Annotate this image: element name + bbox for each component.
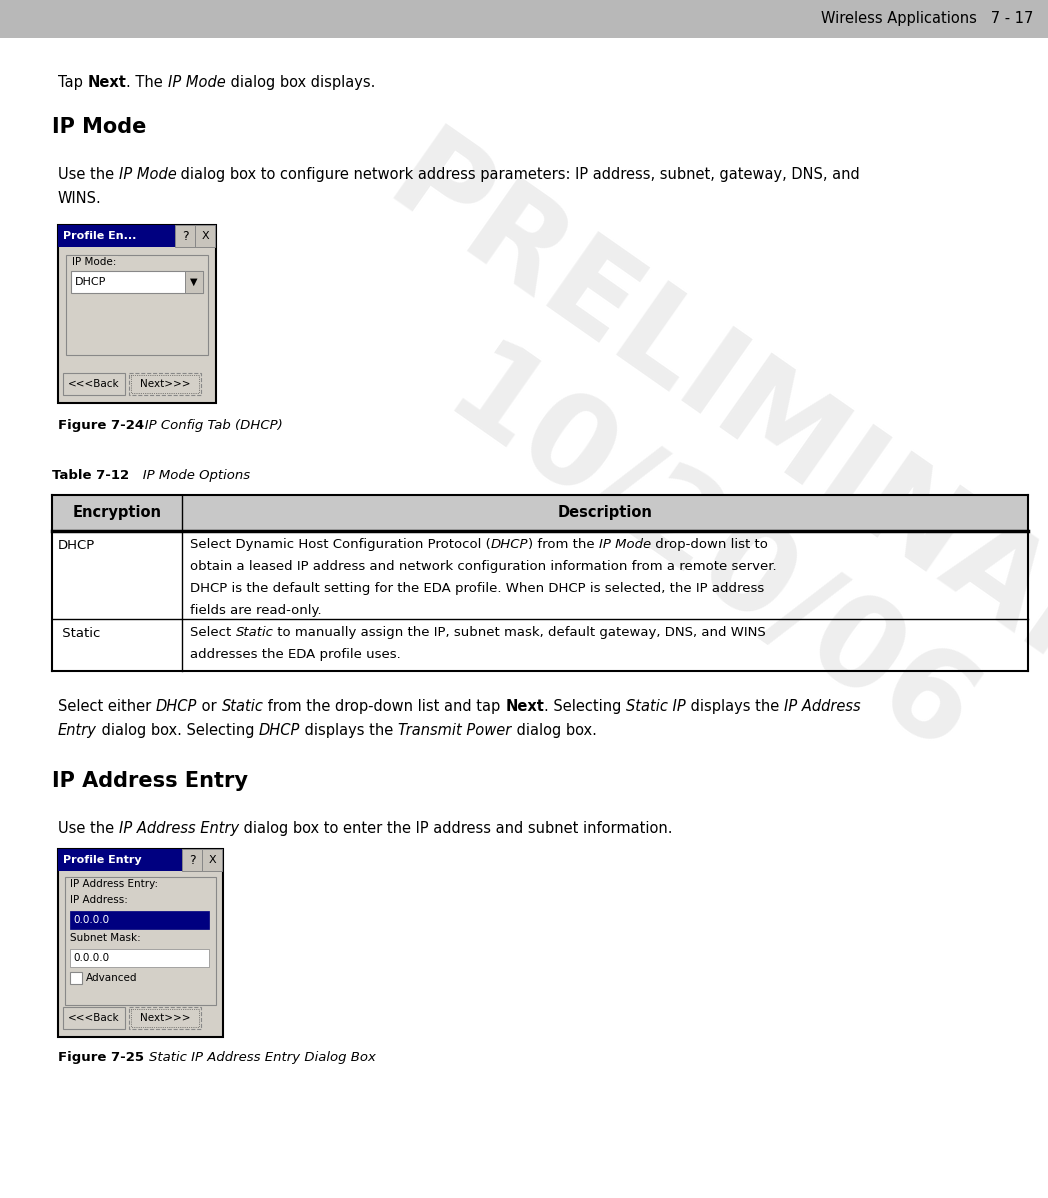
Text: dialog box to configure network address parameters: IP address, subnet, gateway,: dialog box to configure network address …	[176, 167, 860, 182]
Text: Figure 7-24: Figure 7-24	[58, 419, 145, 432]
Text: IP Address Entry: IP Address Entry	[118, 821, 239, 836]
Text: Tap: Tap	[58, 75, 87, 90]
Text: DHCP: DHCP	[490, 538, 528, 551]
Text: PRELIMINARY
10/20/06: PRELIMINARY 10/20/06	[285, 120, 1048, 879]
Text: Use the: Use the	[58, 167, 118, 182]
Text: Figure 7-25: Figure 7-25	[58, 1051, 144, 1064]
Text: IP Mode: IP Mode	[118, 167, 176, 182]
Bar	[71, 271, 203, 294]
Text: obtain a leased IP address and network configuration information from a remote s: obtain a leased IP address and network c…	[190, 559, 777, 573]
Text: dialog box displays.: dialog box displays.	[225, 75, 375, 90]
Text: WINS.: WINS.	[58, 190, 102, 206]
Text: IP Config Tab (DHCP): IP Config Tab (DHCP)	[132, 419, 283, 432]
Text: Next: Next	[505, 698, 544, 714]
Text: dialog box.: dialog box.	[511, 724, 596, 738]
Bar	[58, 849, 223, 871]
Text: Use the: Use the	[58, 821, 118, 836]
Text: ▼: ▼	[191, 277, 198, 288]
Text: IP Address: IP Address	[784, 698, 860, 714]
Text: Subnet Mask:: Subnet Mask:	[70, 933, 140, 943]
Text: IP Mode: IP Mode	[599, 538, 651, 551]
Text: dialog box. Selecting: dialog box. Selecting	[96, 724, 259, 738]
Bar	[70, 972, 82, 984]
Bar	[182, 849, 202, 871]
Bar	[131, 375, 199, 393]
Bar	[0, 0, 1048, 38]
Bar	[195, 225, 215, 247]
Text: DHCP: DHCP	[75, 277, 107, 288]
Text: Next>>>: Next>>>	[139, 1014, 191, 1023]
Bar	[63, 1008, 125, 1029]
Text: Static: Static	[221, 698, 263, 714]
Text: addresses the EDA profile uses.: addresses the EDA profile uses.	[190, 648, 400, 661]
Text: ?: ?	[189, 853, 195, 866]
Bar	[66, 255, 208, 355]
Text: Static IP Address Entry Dialog Box: Static IP Address Entry Dialog Box	[132, 1051, 376, 1064]
Text: Wireless Applications   7 - 17: Wireless Applications 7 - 17	[821, 12, 1033, 26]
Text: X: X	[201, 231, 209, 241]
Text: Transmit Power: Transmit Power	[398, 724, 511, 738]
Text: Encryption: Encryption	[72, 506, 161, 520]
Text: Profile Entry: Profile Entry	[63, 855, 141, 865]
Text: IP Mode Options: IP Mode Options	[130, 468, 250, 482]
Bar	[131, 1009, 199, 1027]
Bar	[70, 910, 209, 928]
Text: or: or	[197, 698, 221, 714]
Text: Next: Next	[87, 75, 127, 90]
Bar	[58, 225, 216, 247]
Text: Next>>>: Next>>>	[139, 379, 191, 389]
Text: Select: Select	[190, 627, 236, 639]
Text: . Selecting: . Selecting	[544, 698, 626, 714]
Text: DHCP: DHCP	[156, 698, 197, 714]
Bar	[129, 1008, 201, 1029]
Bar	[52, 495, 1028, 531]
Text: displays the: displays the	[301, 724, 398, 738]
Text: Static: Static	[58, 627, 101, 640]
Text: Static: Static	[236, 627, 274, 639]
Text: <<<Back: <<<Back	[68, 1014, 119, 1023]
Text: Static IP: Static IP	[626, 698, 685, 714]
Text: Select either: Select either	[58, 698, 156, 714]
Bar	[65, 877, 216, 1005]
Text: 0.0.0.0: 0.0.0.0	[73, 952, 109, 963]
Text: Entry: Entry	[58, 724, 96, 738]
Text: Advanced: Advanced	[86, 973, 137, 984]
Text: displays the: displays the	[685, 698, 784, 714]
Text: IP Address Entry: IP Address Entry	[52, 772, 248, 791]
Text: <<<Back: <<<Back	[68, 379, 119, 389]
Text: IP Mode:: IP Mode:	[72, 258, 116, 267]
Text: IP Mode: IP Mode	[52, 117, 147, 137]
Text: Select Dynamic Host Configuration Protocol (: Select Dynamic Host Configuration Protoc…	[190, 538, 490, 551]
Text: ?: ?	[181, 230, 189, 242]
Text: to manually assign the IP, subnet mask, default gateway, DNS, and WINS: to manually assign the IP, subnet mask, …	[274, 627, 766, 639]
Bar	[202, 849, 222, 871]
Text: X: X	[209, 855, 216, 865]
Bar	[129, 373, 201, 395]
Bar	[185, 271, 203, 294]
Text: DHCP: DHCP	[58, 539, 95, 552]
Text: IP Address Entry:: IP Address Entry:	[70, 879, 158, 889]
Text: DHCP: DHCP	[259, 724, 301, 738]
Text: DHCP is the default setting for the EDA profile. When DHCP is selected, the IP a: DHCP is the default setting for the EDA …	[190, 582, 764, 595]
Text: drop-down list to: drop-down list to	[651, 538, 768, 551]
Text: Profile En...: Profile En...	[63, 231, 136, 241]
Text: Description: Description	[558, 506, 653, 520]
Text: fields are read-only.: fields are read-only.	[190, 604, 322, 617]
Text: IP Address:: IP Address:	[70, 895, 128, 904]
Text: dialog box to enter the IP address and subnet information.: dialog box to enter the IP address and s…	[239, 821, 673, 836]
Bar	[58, 849, 223, 1037]
Text: from the drop-down list and tap: from the drop-down list and tap	[263, 698, 505, 714]
Bar	[63, 373, 125, 395]
Text: 0.0.0.0: 0.0.0.0	[73, 915, 109, 925]
Bar	[175, 225, 195, 247]
Text: Table 7-12: Table 7-12	[52, 468, 129, 482]
Bar	[70, 949, 209, 967]
Text: . The: . The	[127, 75, 168, 90]
Bar	[58, 225, 216, 403]
Text: IP Mode: IP Mode	[168, 75, 225, 90]
Text: ) from the: ) from the	[528, 538, 599, 551]
